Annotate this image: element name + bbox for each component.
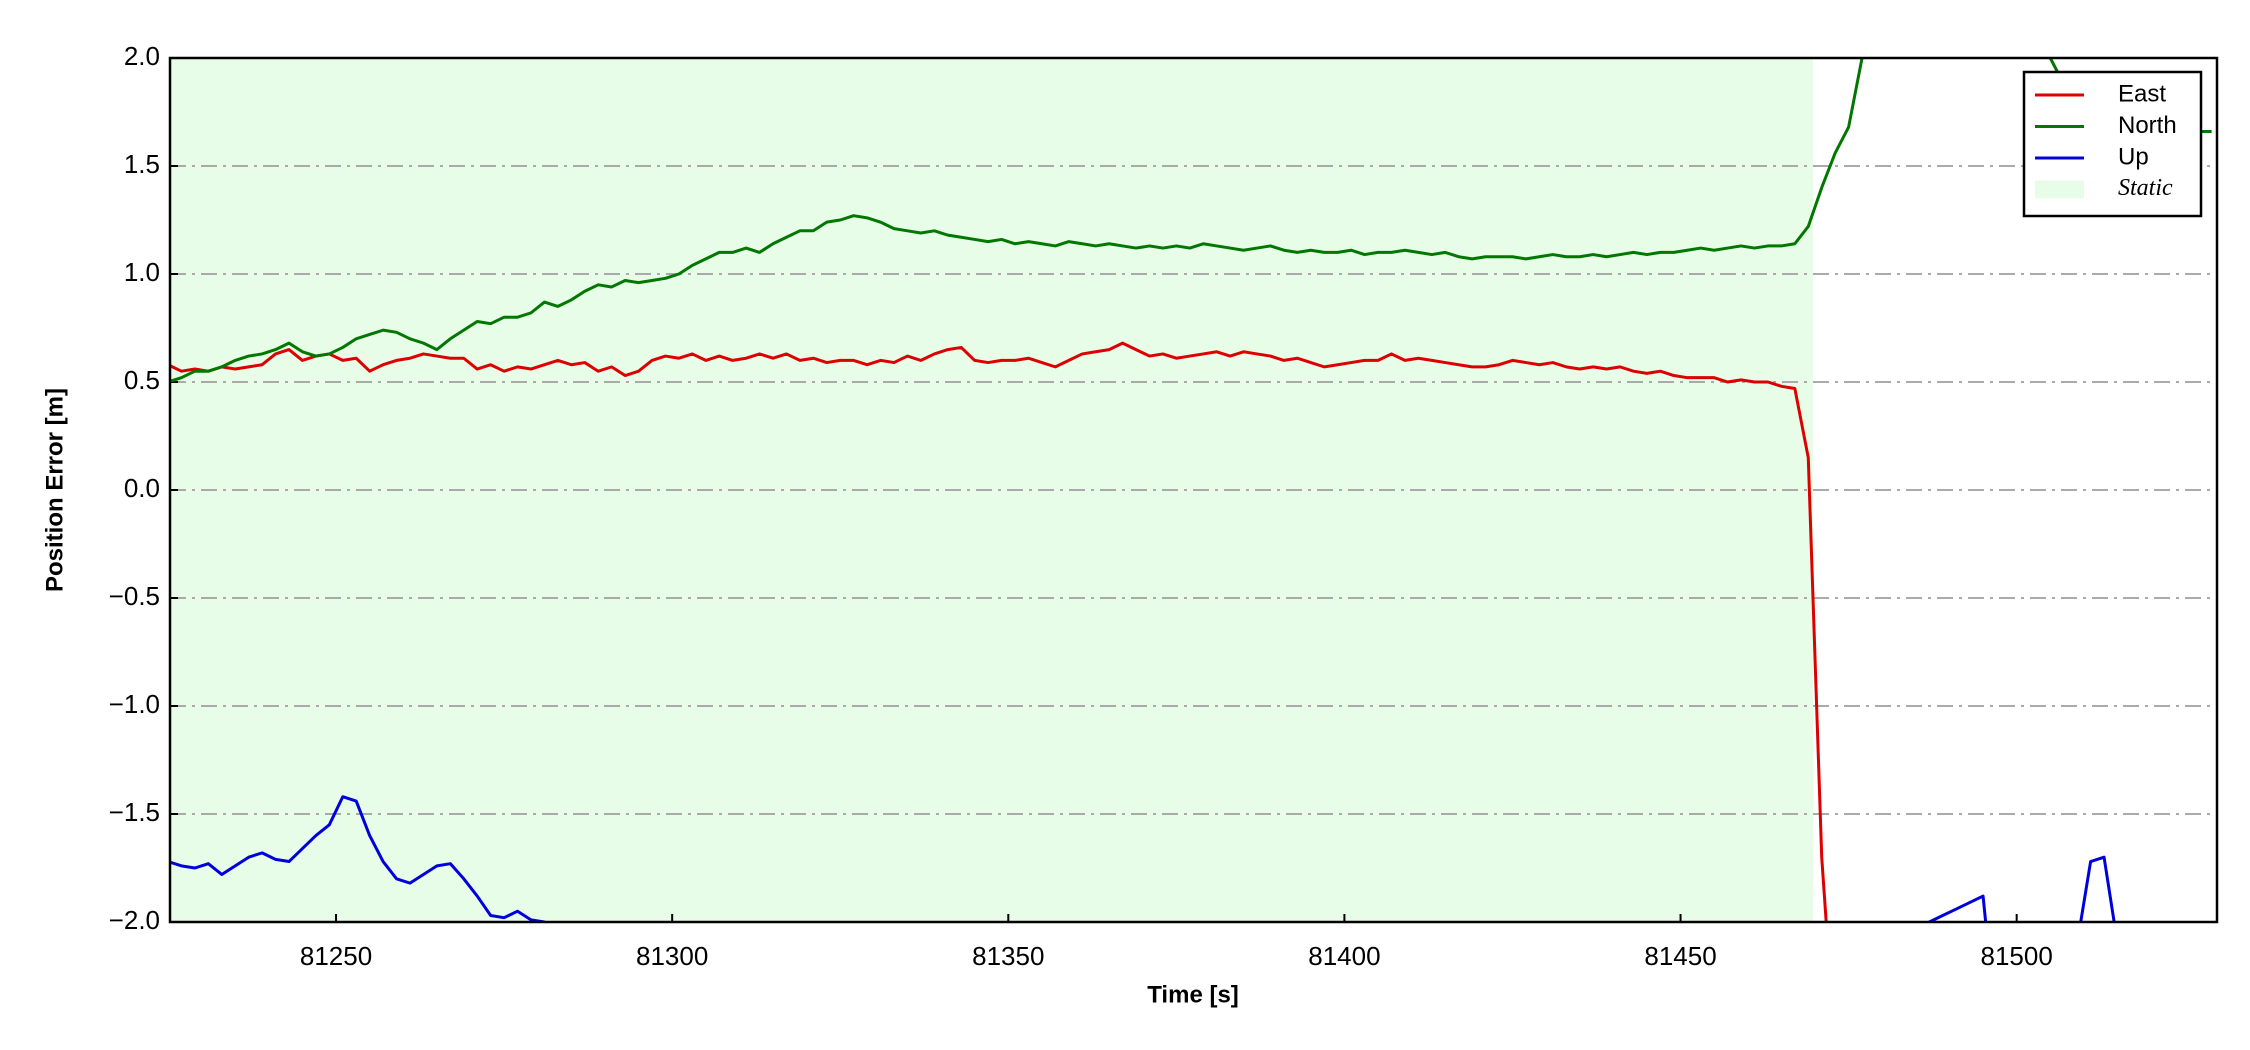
x-tick-label: 81400 <box>1308 941 1380 971</box>
x-tick-label: 81250 <box>300 941 372 971</box>
series-line <box>170 341 1828 922</box>
legend-label: East <box>2118 80 2166 107</box>
y-tick-label: −1.0 <box>109 689 160 719</box>
x-axis-label: Time [s] <box>1147 981 1239 1008</box>
x-tick-label: 81500 <box>1981 941 2053 971</box>
y-tick-label: −1.5 <box>109 797 160 827</box>
y-tick-label: −0.5 <box>109 581 160 611</box>
x-tick-label: 81350 <box>972 941 1044 971</box>
x-tick-label: 81300 <box>636 941 708 971</box>
y-axis-label: Position Error [m] <box>41 388 68 592</box>
legend-label: North <box>2118 112 2177 139</box>
legend-label: Up <box>2118 143 2149 170</box>
legend-label: Static <box>2118 175 2173 201</box>
legend-swatch <box>2035 180 2084 199</box>
y-tick-label: 1.5 <box>124 149 160 179</box>
plot-frame <box>168 56 2219 924</box>
y-tick-label: −2.0 <box>109 905 160 935</box>
y-tick-label: 0.5 <box>124 365 160 395</box>
series-line <box>170 795 2116 922</box>
x-tick-label: 81450 <box>1644 941 1716 971</box>
y-tick-label: 1.0 <box>124 257 160 287</box>
y-tick-label: 0.0 <box>124 473 160 503</box>
y-tick-label: 2.0 <box>124 41 160 71</box>
